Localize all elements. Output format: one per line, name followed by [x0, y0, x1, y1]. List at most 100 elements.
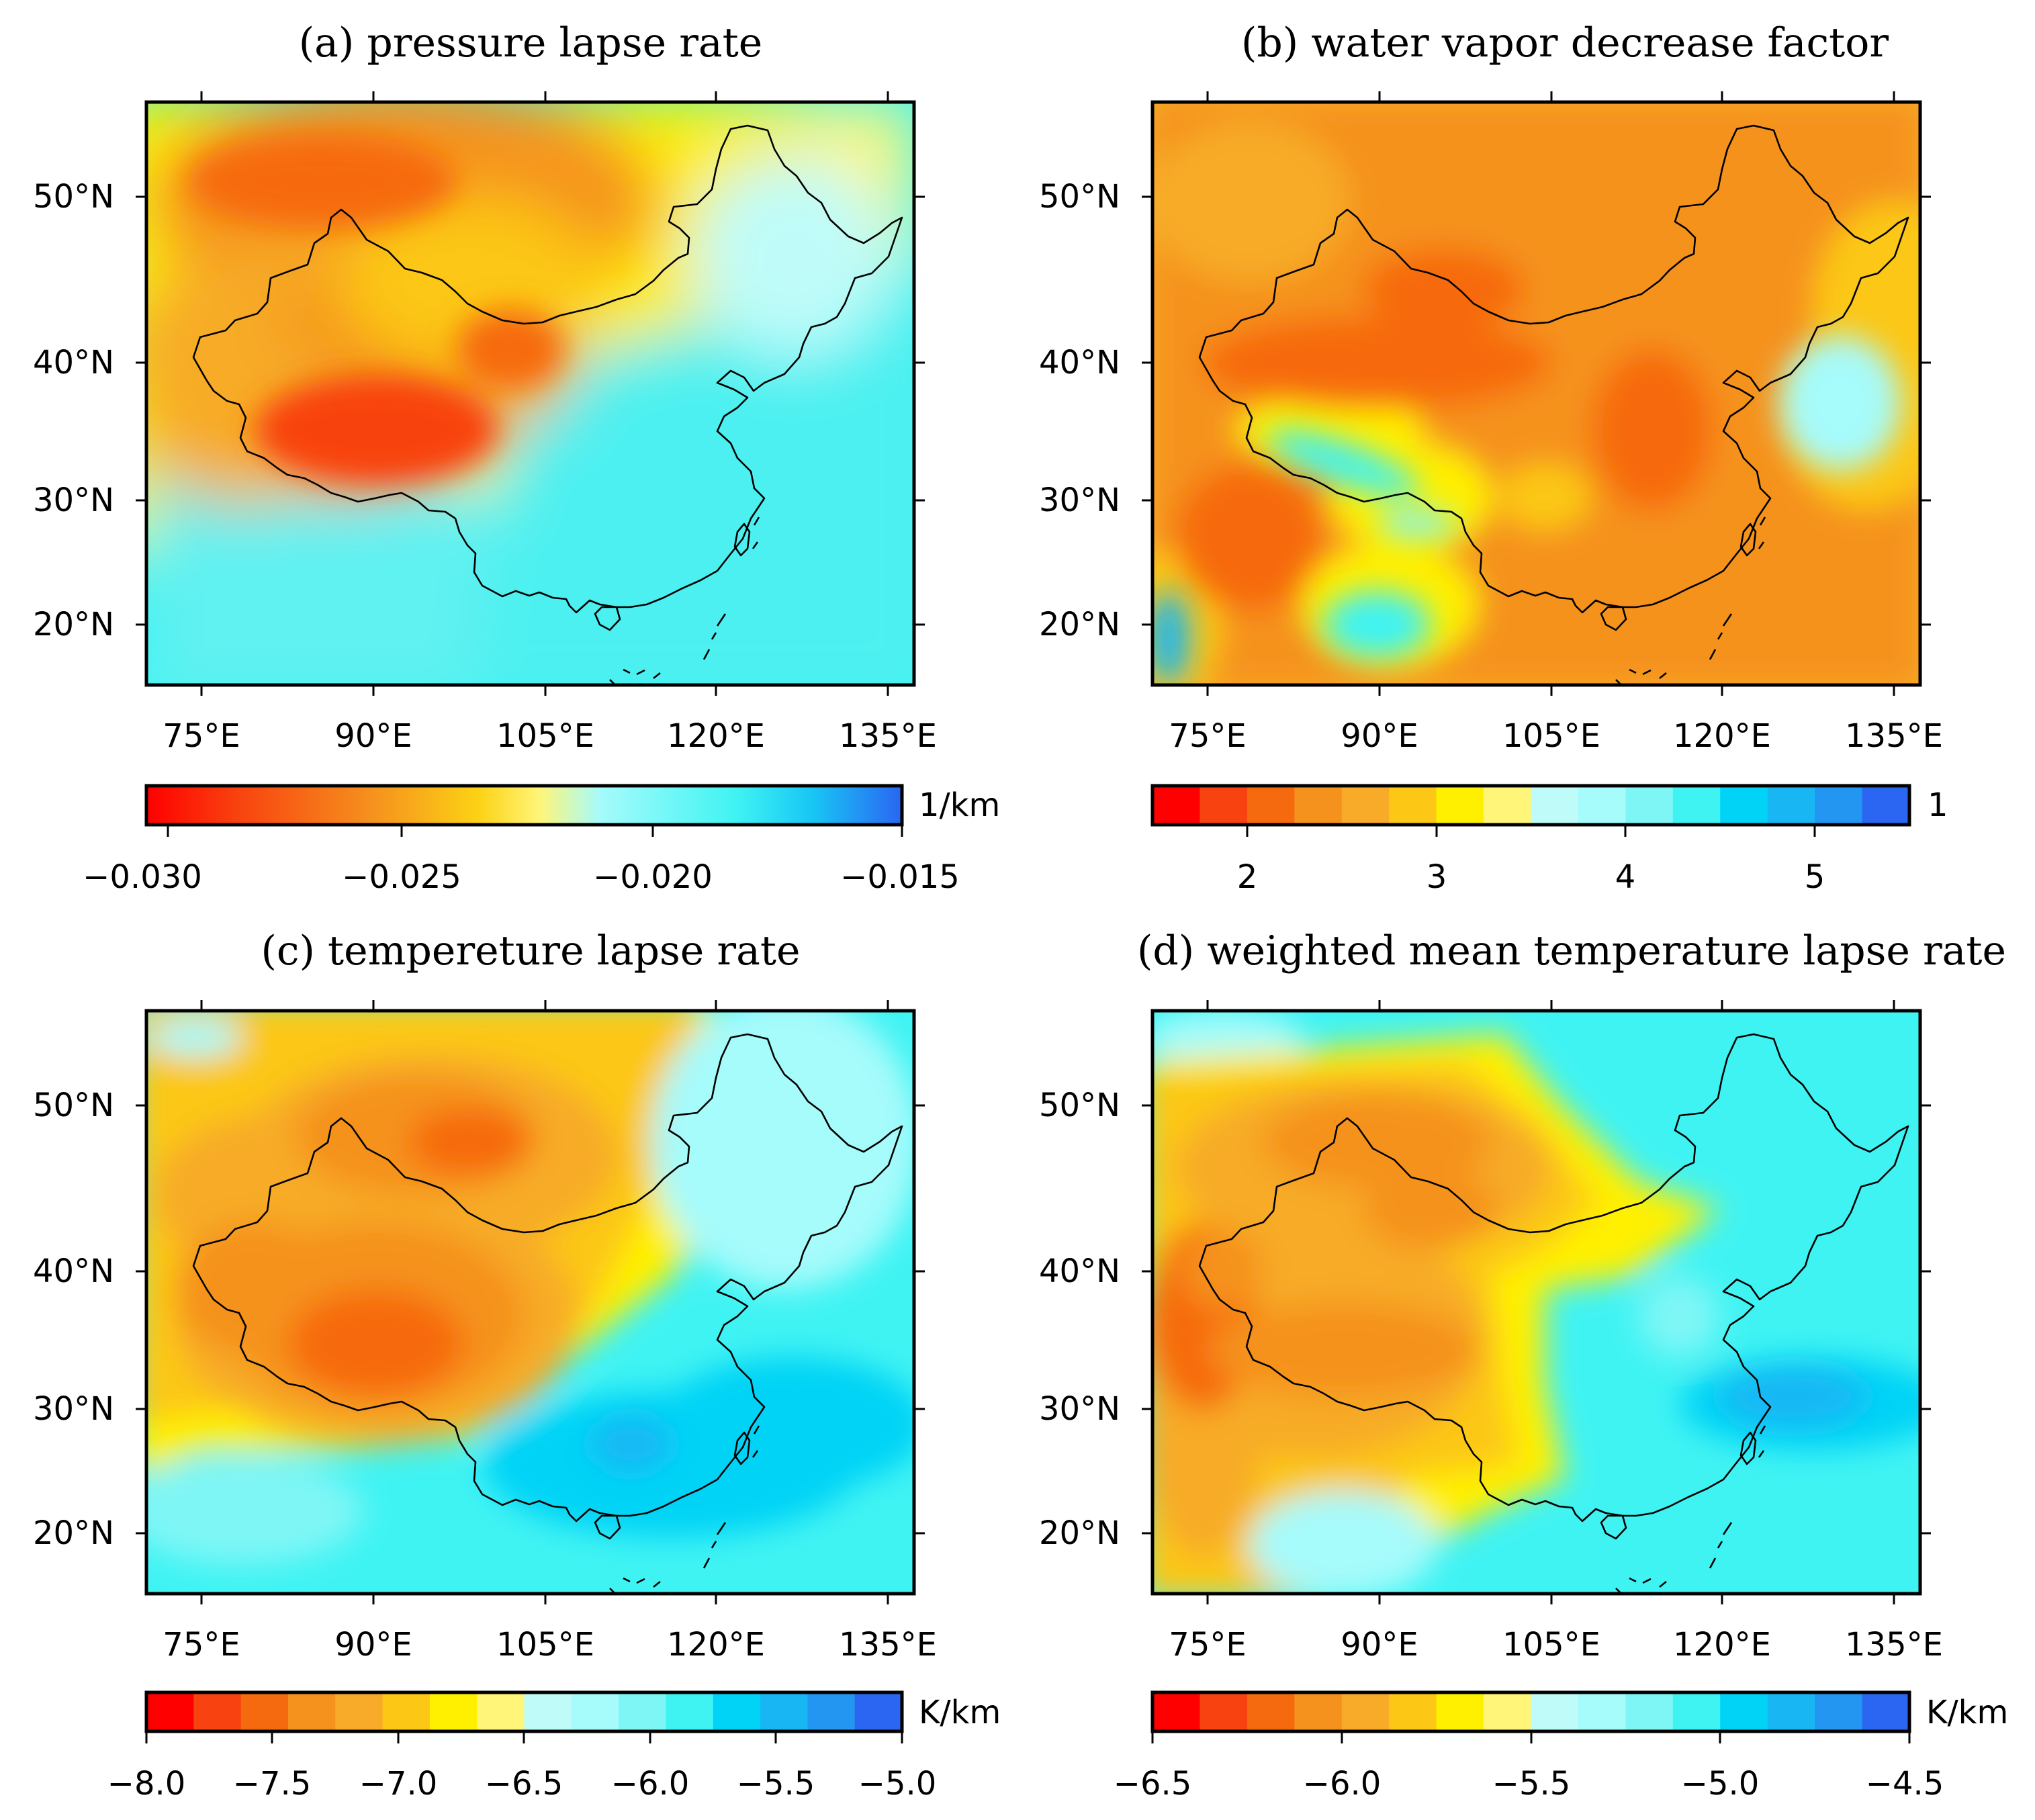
panel-title: (a) pressure lapse rate: [299, 19, 763, 66]
lon-label: 135°E: [1845, 1626, 1943, 1664]
colorbar-segment: [146, 1692, 194, 1731]
colorbar: 1 2 3 4 5: [1150, 784, 1948, 896]
lon-label: 90°E: [1341, 717, 1418, 755]
colorbar-segment: [1578, 1692, 1626, 1731]
colorbar-tick-label: −6.0: [611, 1765, 690, 1803]
colorbar-tick-label: 2: [1237, 858, 1258, 896]
colorbar: K/km −6.5 −6.0 −5.5 −5.0 −4.5: [1114, 1690, 2008, 1803]
colorbar-tick-label: −0.025: [342, 858, 461, 896]
panel-a: (a) pressure lapse rate: [33, 19, 1000, 896]
colorbar-segments: [146, 1692, 903, 1731]
map-field: [1152, 1011, 1920, 1594]
lat-label: 20°N: [1039, 1514, 1120, 1552]
lon-label: 135°E: [1845, 717, 1943, 755]
colorbar-tick-label: 3: [1427, 858, 1447, 896]
colorbar-tick-label: −6.5: [485, 1765, 563, 1803]
colorbar-segment: [1531, 786, 1579, 825]
colorbar-tick-label: −0.020: [593, 858, 713, 896]
lat-label: 40°N: [33, 344, 114, 381]
lat-label: 20°N: [1039, 606, 1120, 643]
colorbar-tick-label: −5.0: [1681, 1765, 1760, 1803]
lat-label: 40°N: [1039, 1253, 1120, 1290]
colorbar-segment: [1767, 1692, 1815, 1731]
panel-title: (b) water vapor decrease factor: [1241, 19, 1889, 66]
colorbar-segment: [666, 1692, 714, 1731]
colorbar-segment: [1247, 1692, 1295, 1731]
lon-label: 120°E: [1673, 1626, 1771, 1664]
colorbar-tick-label: −0.030: [83, 858, 202, 896]
colorbar-segment: [1152, 1692, 1201, 1731]
map-field: [146, 1011, 914, 1594]
colorbar-segment: [1152, 786, 1201, 825]
lat-label: 30°N: [33, 1390, 114, 1428]
lon-label: 75°E: [1169, 1626, 1246, 1664]
lon-label: 105°E: [1502, 717, 1600, 755]
colorbar-segment: [1436, 1692, 1484, 1731]
colorbar-tick-label: 4: [1615, 858, 1636, 896]
lon-label: 90°E: [334, 717, 412, 755]
colorbar-segment: [1389, 1692, 1437, 1731]
map-field: [146, 102, 914, 685]
colorbar-segment: [524, 1692, 572, 1731]
colorbar-segment: [571, 1692, 619, 1731]
lat-label: 50°N: [1039, 178, 1120, 216]
lon-label: 105°E: [496, 717, 594, 755]
lon-label: 135°E: [839, 1626, 937, 1664]
colorbar-segment: [1767, 786, 1815, 825]
lon-label: 105°E: [496, 1626, 594, 1664]
colorbar-segment: [429, 1692, 478, 1731]
lat-label: 50°N: [33, 178, 114, 216]
lon-label: 75°E: [163, 717, 240, 755]
colorbar-tick-label: −7.0: [359, 1765, 438, 1803]
colorbar-segment: [1247, 786, 1295, 825]
colorbar-unit: K/km: [1926, 1694, 2008, 1731]
colorbar-unit: 1/km: [919, 786, 1000, 824]
colorbar-segment: [807, 1692, 856, 1731]
lat-label: 20°N: [33, 1514, 114, 1552]
lat-label: 40°N: [1039, 344, 1120, 381]
colorbar-segment: [477, 1692, 525, 1731]
colorbar-segment: [1862, 786, 1910, 825]
lon-label: 120°E: [667, 717, 765, 755]
map-field: [1152, 102, 1920, 685]
lon-label: 120°E: [667, 1626, 765, 1664]
map-frame: [144, 100, 916, 687]
colorbar-segment: [287, 1692, 336, 1731]
colorbar-segment: [1341, 786, 1390, 825]
lat-label: 50°N: [33, 1087, 114, 1124]
lon-label: 75°E: [163, 1626, 240, 1664]
lon-label: 105°E: [1502, 1626, 1600, 1664]
colorbar-tick-label: −5.0: [858, 1765, 937, 1803]
colorbar-tick-label: −6.5: [1114, 1765, 1192, 1803]
colorbar-segment: [1625, 786, 1674, 825]
colorbar-segments: [1152, 786, 1910, 825]
colorbar-segment: [240, 1692, 289, 1731]
colorbar-tick-label: −6.0: [1303, 1765, 1382, 1803]
colorbar-tick-label: −8.0: [107, 1765, 186, 1803]
map-frame: [1150, 1009, 1922, 1596]
lat-label: 30°N: [33, 482, 114, 519]
lon-label: 120°E: [1673, 717, 1771, 755]
lon-label: 90°E: [1341, 1626, 1418, 1664]
lat-label: 30°N: [1039, 1390, 1120, 1428]
colorbar-tick-label: −4.5: [1866, 1765, 1944, 1803]
panel-title: (c) tempereture lapse rate: [261, 927, 801, 974]
lon-label: 75°E: [1169, 717, 1246, 755]
colorbar-segment: [193, 1692, 242, 1731]
colorbar-segment: [713, 1692, 761, 1731]
panel-d: (d) weighted mean temperature lapse rate: [1039, 927, 2008, 1803]
colorbar-segment: [1341, 1692, 1390, 1731]
colorbar-tick-label: −5.5: [1492, 1765, 1571, 1803]
lat-label: 40°N: [33, 1253, 114, 1290]
colorbar: 1/km −0.030 −0.025 −0.020 −0.015: [83, 784, 1000, 896]
colorbar-segment: [1720, 786, 1768, 825]
map-frame: [1150, 100, 1922, 687]
colorbar-tick-label: 5: [1805, 858, 1825, 896]
lon-label: 90°E: [334, 1626, 412, 1664]
colorbar-tick-label: −5.5: [737, 1765, 815, 1803]
colorbar: K/km −8.0 −7.5 −7.0 −6.5 −6.0 −5.5 −5.0: [107, 1690, 1001, 1803]
colorbar-segment: [1200, 786, 1248, 825]
colorbar-segment: [1815, 1692, 1863, 1731]
colorbar-segment: [382, 1692, 431, 1731]
